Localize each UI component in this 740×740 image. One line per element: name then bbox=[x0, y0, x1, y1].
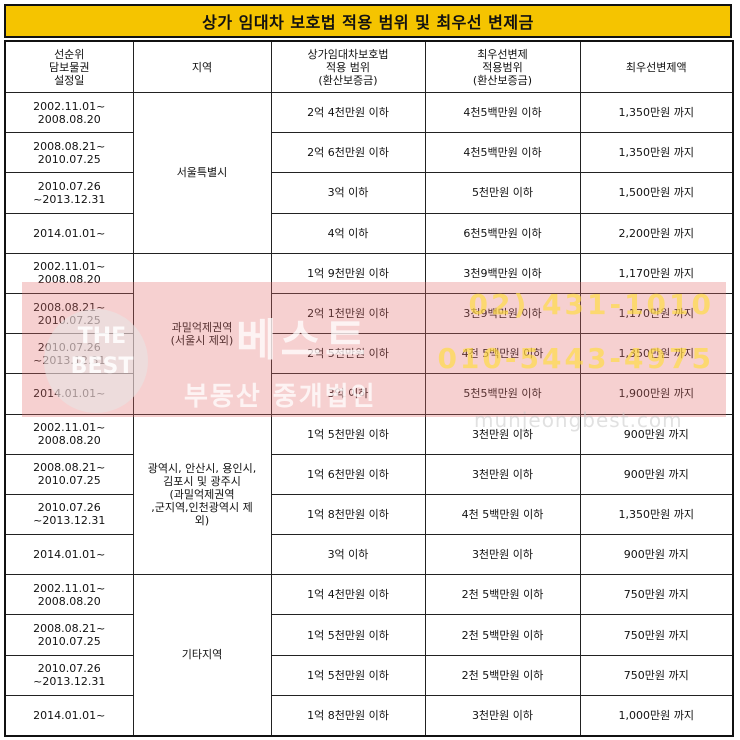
header-deposit: 최우선변제 적용범위 (환산보증금) bbox=[424, 40, 581, 93]
cell-amount: 900만원 까지 bbox=[579, 534, 734, 576]
table-row: 2008.08.21~ 2010.07.25 2억 6천만원 이하 4천5백만원 이하… bbox=[4, 132, 734, 174]
cell-scope: 3억 이하 bbox=[270, 534, 426, 576]
table-row: 2002.11.01~ 2008.08.20 기타지역 1억 4천만원 이하 2천 5백… bbox=[4, 574, 734, 736]
cell-scope: 1억 6천만원 이하 bbox=[270, 453, 426, 495]
table-row: 2002.11.01~ 2008.08.20 광역시, 안산시, 용인시, 김포시 및… bbox=[4, 413, 734, 576]
cell-deposit: 3천9백만원 이하 bbox=[424, 292, 581, 335]
cell-deposit: 2천 5백만원 이하 bbox=[424, 574, 581, 616]
cell-date: 2002.11.01~ 2008.08.20 bbox=[4, 574, 134, 616]
cell-deposit: 3천만원 이하 bbox=[424, 694, 581, 737]
cell-deposit: 6천5백만원 이하 bbox=[424, 212, 581, 254]
cell-region: 과밀억제권역 (서울시 제외) bbox=[132, 252, 272, 415]
cell-deposit: 4천 5백만원 이하 bbox=[424, 493, 581, 536]
table-row: 2008.08.21~ 2010.07.25 1억 5천만원 이하 2천 5백만원 이… bbox=[4, 614, 734, 656]
cell-scope: 3억 이하 bbox=[270, 172, 426, 214]
cell-amount: 1,000만원 까지 bbox=[579, 694, 734, 737]
cell-date: 2008.08.21~ 2010.07.25 bbox=[4, 453, 134, 495]
cell-deposit: 3천만원 이하 bbox=[424, 453, 581, 495]
document-frame: 상가 임대차 보호법 적용 범위 및 최우선 변제금 선순위 담보물권 설정일 지역… bbox=[4, 4, 736, 737]
cell-scope: 2억 6천만원 이하 bbox=[270, 132, 426, 174]
cell-deposit: 4천 5백만원 이하 bbox=[424, 333, 581, 375]
cell-scope: 1억 9천만원 이하 bbox=[270, 252, 426, 294]
table-row: 2014.01.01~ 1억 8천만원 이하 3천만원 이하 1,000만원 까지 bbox=[4, 694, 734, 737]
cell-amount: 1,500만원 까지 bbox=[579, 172, 734, 214]
cell-region: 광역시, 안산시, 용인시, 김포시 및 광주시 (과밀억제권역 ,군지역,인천광역시… bbox=[132, 413, 272, 576]
table-row: 2014.01.01~ 3억 이하 3천만원 이하 900만원 까지 bbox=[4, 534, 734, 576]
cell-scope: 1억 5천만원 이하 bbox=[270, 614, 426, 656]
cell-date: 2010.07.26 ~2013.12.31 bbox=[4, 654, 134, 696]
rate-table: 선순위 담보물권 설정일 지역 상가임대차보호법 적용 범위 (환산보증금) 최우선변제… bbox=[4, 40, 734, 737]
header-date: 선순위 담보물권 설정일 bbox=[4, 40, 134, 93]
cell-amount: 1,170만원 까지 bbox=[579, 292, 734, 335]
cell-deposit: 3천만원 이하 bbox=[424, 534, 581, 576]
cell-amount: 1,170만원 까지 bbox=[579, 252, 734, 294]
cell-scope: 3억 이하 bbox=[270, 373, 426, 415]
table-row: 2014.01.01~ 3억 이하 5천5백만원 이하 1,900만원 까지 bbox=[4, 373, 734, 415]
cell-amount: 900만원 까지 bbox=[579, 453, 734, 495]
cell-date: 2002.11.01~ 2008.08.20 bbox=[4, 252, 134, 294]
cell-date: 2010.07.26 ~2013.12.31 bbox=[4, 333, 134, 375]
cell-amount: 1,350만원 까지 bbox=[579, 132, 734, 174]
cell-deposit: 5천만원 이하 bbox=[424, 172, 581, 214]
cell-scope: 1억 8천만원 이하 bbox=[270, 694, 426, 737]
cell-date: 2008.08.21~ 2010.07.25 bbox=[4, 614, 134, 656]
header-region: 지역 bbox=[132, 40, 272, 93]
header-amount: 최우선변제액 bbox=[579, 40, 734, 93]
cell-scope: 2억 4천만원 이하 bbox=[270, 91, 426, 134]
cell-region: 기타지역 bbox=[132, 574, 272, 736]
table-row: 2010.07.26 ~2013.12.31 2억 5천만원 이하 4천 5백만원 이… bbox=[4, 333, 734, 375]
cell-amount: 750만원 까지 bbox=[579, 654, 734, 696]
cell-scope: 2억 5천만원 이하 bbox=[270, 333, 426, 375]
table-row: 2008.08.21~ 2010.07.25 2억 1천만원 이하 3천9백만원 이하… bbox=[4, 292, 734, 335]
cell-deposit: 5천5백만원 이하 bbox=[424, 373, 581, 415]
cell-scope: 1억 8천만원 이하 bbox=[270, 493, 426, 536]
cell-date: 2014.01.01~ bbox=[4, 534, 134, 576]
header-scope: 상가임대차보호법 적용 범위 (환산보증금) bbox=[270, 40, 426, 93]
table-row: 2010.07.26 ~2013.12.31 1억 8천만원 이하 4천 5백만원 이… bbox=[4, 493, 734, 536]
cell-scope: 1억 4천만원 이하 bbox=[270, 574, 426, 616]
cell-amount: 2,200만원 까지 bbox=[579, 212, 734, 254]
table-row: 2002.11.01~ 2008.08.20 과밀억제권역 (서울시 제외) 1억 9천… bbox=[4, 252, 734, 415]
cell-amount: 900만원 까지 bbox=[579, 413, 734, 455]
document-title: 상가 임대차 보호법 적용 범위 및 최우선 변제금 bbox=[4, 4, 732, 38]
cell-scope: 1억 5천만원 이하 bbox=[270, 654, 426, 696]
cell-date: 2014.01.01~ bbox=[4, 212, 134, 254]
cell-region: 서울특별시 bbox=[132, 92, 272, 254]
cell-date: 2002.11.01~ 2008.08.20 bbox=[4, 413, 134, 455]
cell-date: 2008.08.21~ 2010.07.25 bbox=[4, 132, 134, 174]
cell-date: 2010.07.26 ~2013.12.31 bbox=[4, 493, 134, 536]
cell-deposit: 2천 5백만원 이하 bbox=[424, 654, 581, 696]
table-row: 2014.01.01~ 4억 이하 6천5백만원 이하 2,200만원 까지 bbox=[4, 212, 734, 254]
cell-deposit: 2천 5백만원 이하 bbox=[424, 614, 581, 656]
cell-date: 2010.07.26 ~2013.12.31 bbox=[4, 172, 134, 214]
cell-date: 2002.11.01~ 2008.08.20 bbox=[4, 91, 134, 134]
table-row: 2010.07.26 ~2013.12.31 3억 이하 5천만원 이하 1,500만원… bbox=[4, 172, 734, 214]
cell-date: 2014.01.01~ bbox=[4, 694, 134, 737]
cell-amount: 1,350만원 까지 bbox=[579, 493, 734, 536]
table-body: 2002.11.01~ 2008.08.20 서울특별시 2억 4천만원 이하 4천5백… bbox=[4, 91, 734, 737]
cell-date: 2008.08.21~ 2010.07.25 bbox=[4, 292, 134, 335]
cell-amount: 1,350만원 까지 bbox=[579, 333, 734, 375]
cell-amount: 750만원 까지 bbox=[579, 574, 734, 616]
cell-amount: 1,350만원 까지 bbox=[579, 91, 734, 134]
cell-deposit: 4천5백만원 이하 bbox=[424, 91, 581, 134]
table-row: 2008.08.21~ 2010.07.25 1억 6천만원 이하 3천만원 이하 90… bbox=[4, 453, 734, 495]
cell-deposit: 3천9백만원 이하 bbox=[424, 252, 581, 294]
table-header-row: 선순위 담보물권 설정일 지역 상가임대차보호법 적용 범위 (환산보증금) 최우선변제… bbox=[4, 40, 734, 93]
cell-amount: 750만원 까지 bbox=[579, 614, 734, 656]
cell-scope: 2억 1천만원 이하 bbox=[270, 292, 426, 335]
cell-scope: 1억 5천만원 이하 bbox=[270, 413, 426, 455]
cell-date: 2014.01.01~ bbox=[4, 373, 134, 415]
cell-deposit: 4천5백만원 이하 bbox=[424, 132, 581, 174]
cell-deposit: 3천만원 이하 bbox=[424, 413, 581, 455]
table-row: 2002.11.01~ 2008.08.20 서울특별시 2억 4천만원 이하 4천5백… bbox=[4, 91, 734, 254]
table-row: 2010.07.26 ~2013.12.31 1억 5천만원 이하 2천 5백만원 이… bbox=[4, 654, 734, 696]
cell-scope: 4억 이하 bbox=[270, 212, 426, 254]
cell-amount: 1,900만원 까지 bbox=[579, 373, 734, 415]
